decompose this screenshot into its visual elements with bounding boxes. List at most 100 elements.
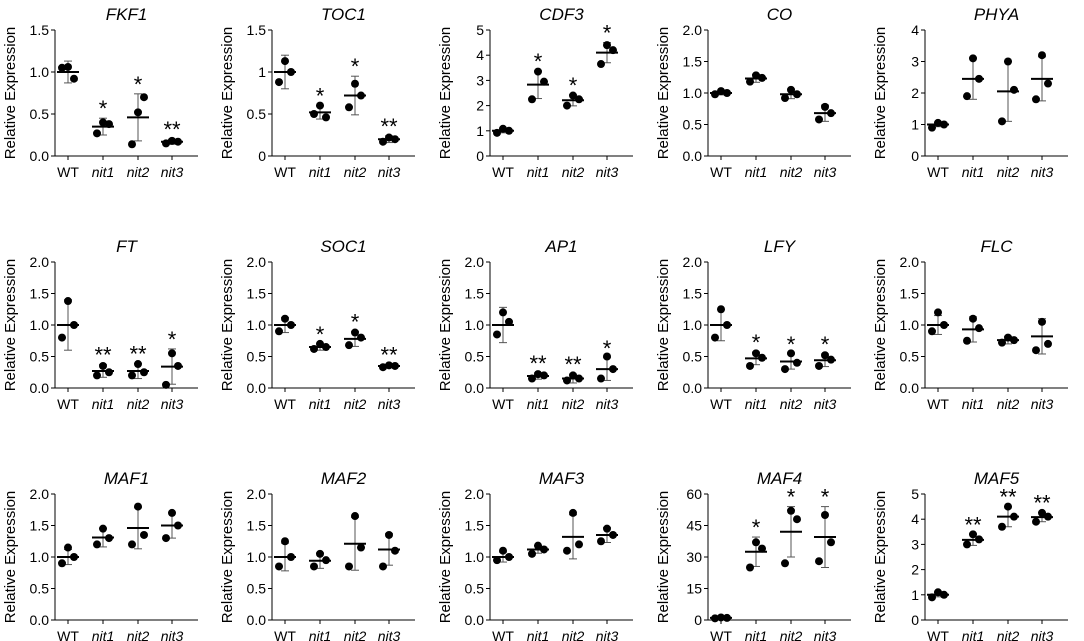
data-point	[821, 351, 829, 360]
x-tick-label: nit3	[378, 628, 401, 641]
data-point	[1044, 339, 1052, 348]
data-point	[316, 339, 324, 348]
significance-marker: *	[569, 73, 578, 98]
y-tick-label: 0.5	[900, 349, 920, 365]
x-tick-label: nit3	[161, 164, 184, 180]
data-point	[310, 344, 318, 353]
x-tick-label: WT	[274, 628, 296, 641]
data-point	[499, 124, 507, 133]
y-tick-label: 1	[911, 117, 919, 133]
data-point	[162, 534, 170, 543]
data-point	[975, 535, 983, 544]
data-point	[597, 537, 605, 546]
data-point	[162, 380, 170, 389]
significance-marker: *	[316, 322, 325, 347]
data-point	[499, 308, 507, 317]
y-tick-label: 2	[911, 85, 919, 101]
data-point	[287, 553, 295, 561]
data-point	[534, 541, 542, 550]
chart-maf3: MAF3 Relative Expression 0.0 0.5 1.0 1.5 2.0 WT…	[437, 469, 633, 641]
chart-maf2: MAF2 Relative Expression 0.0 0.5 1.0 1.5 2.0 WT…	[219, 469, 415, 641]
data-point	[1038, 51, 1046, 60]
x-tick-label: nit3	[596, 628, 619, 641]
y-tick-label: 0.5	[683, 349, 703, 365]
x-tick-label: nit2	[127, 628, 150, 641]
data-point	[711, 614, 719, 623]
y-tick-label: 1.5	[247, 286, 267, 302]
y-tick-label: 0.5	[247, 581, 267, 597]
x-tick-label: nit1	[745, 164, 768, 180]
data-point	[934, 588, 942, 597]
y-tick-label: 5	[476, 22, 484, 38]
data-point	[717, 613, 725, 622]
data-point	[1010, 512, 1018, 521]
data-point	[934, 308, 942, 317]
significance-marker: *	[351, 309, 360, 334]
y-tick-label: 1.0	[247, 317, 267, 333]
data-point	[64, 543, 72, 552]
data-point	[493, 330, 501, 339]
data-point	[528, 374, 536, 383]
significance-marker: **	[1033, 491, 1051, 516]
data-point	[827, 355, 835, 364]
data-point	[752, 349, 760, 358]
data-point	[174, 137, 182, 146]
y-tick-label: 2.0	[465, 486, 485, 502]
data-point	[998, 338, 1006, 347]
data-point	[322, 343, 330, 352]
significance-marker: **	[964, 512, 982, 537]
data-point	[603, 524, 611, 533]
significance-marker: *	[99, 96, 108, 121]
y-axis-label: Relative Expression	[655, 491, 672, 624]
data-point	[528, 95, 536, 104]
data-point	[781, 365, 789, 374]
y-tick-label: 2.0	[247, 486, 267, 502]
data-point	[940, 590, 948, 599]
y-tick-label: 0	[694, 612, 702, 628]
chart-title: FLC	[980, 237, 1013, 256]
y-tick-label: 1.5	[247, 22, 267, 38]
y-axis-label: Relative Expression	[437, 27, 454, 160]
data-point	[493, 556, 501, 565]
data-point	[70, 321, 78, 329]
y-tick-label: 1.0	[900, 317, 920, 333]
chart-co: CO Relative Expression 0.0 0.5 1.0 1.5 2.0 WT ni…	[655, 5, 851, 180]
data-point	[93, 540, 101, 549]
data-point	[99, 524, 107, 533]
data-point	[1004, 502, 1012, 511]
data-point	[1032, 346, 1040, 355]
data-point	[357, 333, 365, 342]
data-point	[134, 502, 142, 511]
data-point	[275, 562, 283, 571]
significance-marker: **	[163, 117, 181, 142]
y-tick-label: 2	[476, 98, 484, 114]
data-point	[505, 317, 513, 326]
y-tick-label: 1.0	[683, 317, 703, 333]
data-point	[351, 79, 359, 88]
y-tick-label: 0.0	[30, 612, 50, 628]
chart-lfy: LFY Relative Expression 0.0 0.5 1.0 1.5 2.0 WT n…	[655, 237, 851, 412]
chart-title: CDF3	[539, 5, 584, 24]
y-tick-label: 45	[686, 518, 702, 534]
x-tick-label: nit2	[344, 628, 367, 641]
data-point	[505, 126, 513, 135]
data-point	[391, 546, 399, 555]
data-point	[963, 92, 971, 101]
y-tick-label: 1.5	[465, 286, 485, 302]
x-tick-label: WT	[710, 164, 732, 180]
significance-marker: *	[168, 327, 177, 352]
x-tick-label: nit1	[309, 164, 332, 180]
y-axis-label: Relative Expression	[2, 27, 19, 160]
data-point	[934, 118, 942, 127]
data-point	[128, 371, 136, 380]
data-point	[609, 365, 617, 374]
chart-title: AP1	[544, 237, 577, 256]
chart-title: MAF4	[757, 469, 802, 488]
data-point	[540, 77, 548, 86]
data-point	[569, 508, 577, 517]
data-point	[781, 94, 789, 103]
y-tick-label: 0.0	[900, 380, 920, 396]
y-tick-label: 30	[686, 549, 702, 565]
y-axis-label: Relative Expression	[2, 259, 19, 392]
